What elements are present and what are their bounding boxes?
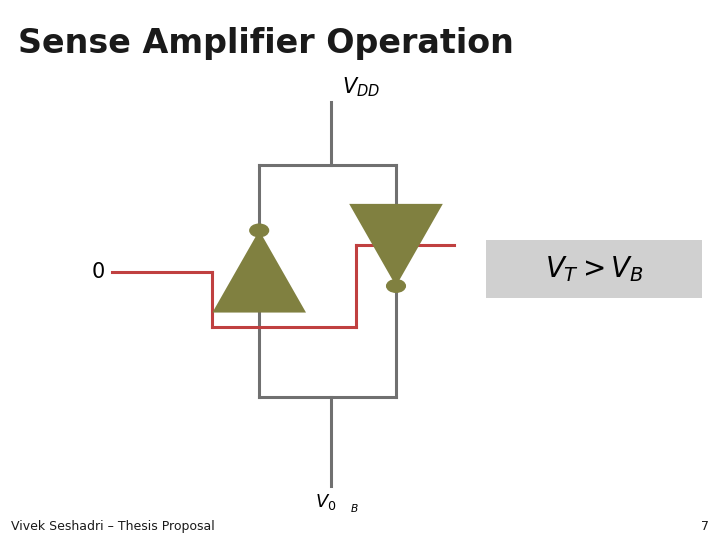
- Circle shape: [250, 224, 269, 237]
- Text: $\mathit{V}_{DD}$: $\mathit{V}_{DD}$: [342, 75, 380, 99]
- Text: 7: 7: [701, 520, 709, 533]
- Polygon shape: [349, 204, 443, 286]
- Polygon shape: [212, 231, 306, 313]
- FancyBboxPatch shape: [486, 240, 702, 298]
- Text: $\mathbf{\mathit{0}}$: $\mathbf{\mathit{0}}$: [91, 261, 104, 281]
- Text: $_{B}$: $_{B}$: [350, 500, 359, 515]
- Text: $\mathit{V}_T > \mathit{V}_B$: $\mathit{V}_T > \mathit{V}_B$: [544, 254, 644, 284]
- Text: $\mathit{V}_{0}$: $\mathit{V}_{0}$: [315, 492, 336, 512]
- Text: Sense Amplifier Operation: Sense Amplifier Operation: [18, 26, 514, 59]
- Text: Vivek Seshadri – Thesis Proposal: Vivek Seshadri – Thesis Proposal: [11, 520, 215, 533]
- Circle shape: [387, 280, 405, 292]
